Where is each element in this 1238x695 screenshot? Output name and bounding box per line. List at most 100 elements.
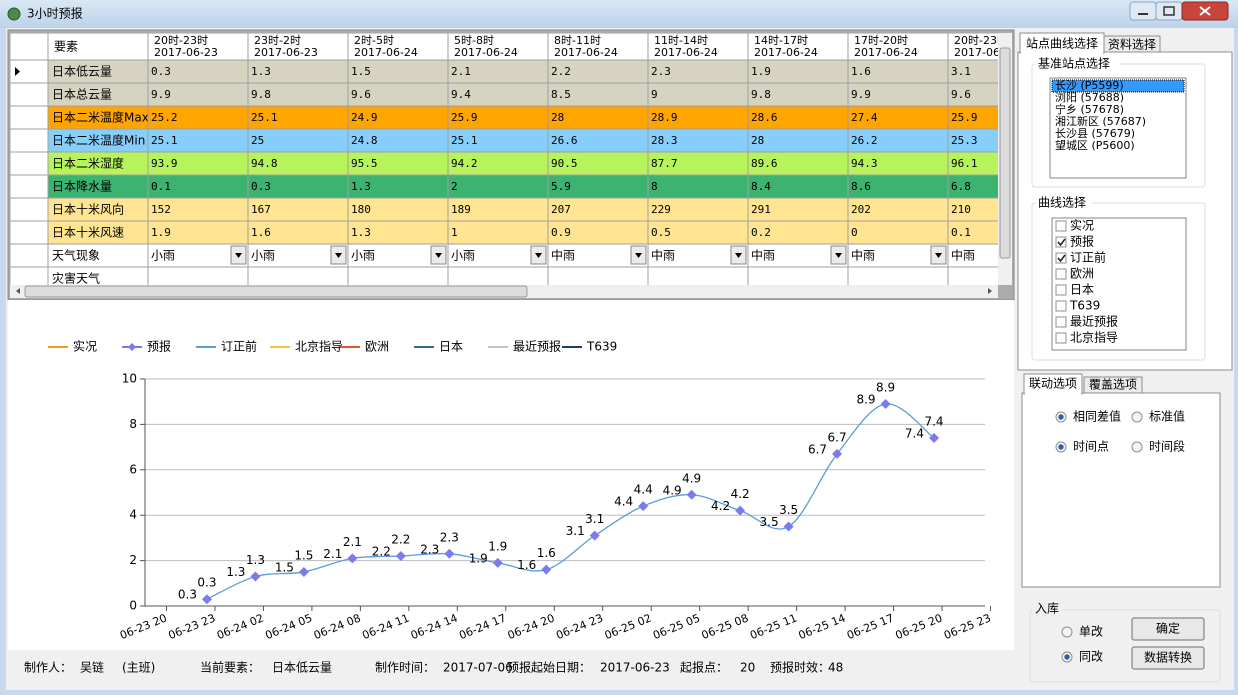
h-scroll-thumb[interactable] — [24, 285, 528, 298]
station-item[interactable]: 湘江新区 (57687) — [1055, 114, 1146, 128]
point-marker — [783, 521, 794, 532]
checkbox[interactable] — [1055, 284, 1067, 296]
data-label: 4.2 — [711, 499, 730, 513]
checkbox[interactable] — [1055, 316, 1067, 328]
tab[interactable] — [1103, 35, 1161, 53]
cell-value: 94.3 — [851, 157, 878, 170]
cell-value: 207 — [551, 203, 571, 216]
cell — [947, 220, 998, 245]
cell-value: 9.9 — [151, 88, 171, 101]
data-label: 2.3 — [420, 542, 439, 556]
group-title: 曲线选择 — [1038, 196, 1086, 210]
cell-value: 25.1 — [451, 134, 478, 147]
cell-value: 9 — [651, 88, 658, 101]
current-row-indicator — [15, 67, 20, 76]
checkbox[interactable] — [1055, 220, 1067, 232]
point-marker — [929, 433, 940, 444]
cell-value: 210 — [951, 203, 971, 216]
point-marker — [492, 557, 503, 568]
dropdown-value: 小雨 — [351, 249, 375, 263]
tab[interactable] — [1083, 376, 1143, 394]
y-tick-label: 2 — [129, 553, 137, 567]
cell-value: 6.8 — [951, 180, 971, 193]
v-scroll-thumb[interactable] — [999, 47, 1011, 259]
point-marker — [880, 398, 891, 409]
cell — [947, 197, 998, 222]
cell-value: 1 — [451, 226, 458, 239]
checkbox-label: 日本 — [1070, 283, 1094, 297]
cell — [847, 220, 949, 245]
cell-value: 1.3 — [251, 65, 271, 78]
station-item[interactable]: 长沙县 (57679) — [1055, 127, 1135, 140]
legend-label: 北京指导 — [295, 339, 343, 354]
radio-label: 同改 — [1079, 650, 1103, 664]
dropdown-value: 小雨 — [451, 249, 475, 263]
row-name: 日本总云量 — [52, 88, 112, 102]
column-header-date: 2017-06-23 — [154, 46, 218, 59]
cell-value: 25.2 — [151, 111, 178, 124]
cell-value: 8.4 — [751, 180, 771, 193]
checkbox[interactable] — [1055, 252, 1067, 264]
checkbox[interactable] — [1055, 300, 1067, 312]
y-tick-label: 4 — [129, 508, 137, 522]
radio[interactable] — [1131, 411, 1143, 423]
checkbox[interactable] — [1055, 236, 1067, 248]
dropdown-arrow — [435, 253, 442, 258]
radio[interactable] — [1131, 441, 1143, 453]
cell — [447, 220, 549, 245]
series-line — [206, 403, 935, 600]
legend-marker — [128, 343, 136, 351]
cell-value: 93.9 — [151, 157, 178, 170]
radio[interactable] — [1061, 626, 1073, 638]
button-label: 确定 — [1156, 621, 1180, 636]
cell-value: 24.9 — [351, 111, 378, 124]
checkbox[interactable] — [1055, 332, 1067, 344]
column-header-date: 2017-06-24 — [754, 46, 818, 59]
chart-area — [8, 300, 1014, 650]
status-text: 2017-06-23 — [600, 661, 670, 675]
column-header-date: 2017-06-24 — [454, 46, 518, 59]
status-text: 20 — [740, 661, 755, 675]
cell-value: 1.9 — [751, 65, 771, 78]
point-marker — [444, 548, 455, 559]
cell-value: 25.1 — [151, 134, 178, 147]
cell-value: 87.7 — [651, 157, 678, 170]
point-marker — [395, 551, 406, 562]
station-item[interactable]: 望城区 (P5600) — [1055, 139, 1135, 152]
radio-label: 时间点 — [1073, 440, 1109, 454]
dropdown-arrow — [835, 253, 842, 258]
data-label: 4.9 — [682, 471, 701, 485]
button[interactable] — [1131, 646, 1205, 670]
cell-value: 94.2 — [451, 157, 478, 170]
station-item[interactable]: 浏阳 (57688) — [1055, 90, 1124, 104]
cell-value: 189 — [451, 203, 471, 216]
button[interactable] — [1131, 617, 1205, 641]
minimize-button[interactable] — [1129, 1, 1157, 21]
group-title: 入库 — [1035, 601, 1059, 616]
cell-value: 3.1 — [951, 65, 971, 78]
cell-value: 180 — [351, 203, 371, 216]
data-label: 8.9 — [876, 380, 895, 394]
data-label: 1.3 — [226, 565, 245, 579]
tab-cover — [1025, 392, 1081, 395]
data-label: 3.5 — [779, 503, 798, 517]
dropdown-arrow — [335, 253, 342, 258]
row-header-cell — [10, 128, 49, 153]
row-header-cell — [10, 243, 49, 268]
cell-value: 291 — [751, 203, 771, 216]
tab-label: 覆盖选项 — [1089, 378, 1137, 392]
cell-value: 0.2 — [751, 226, 771, 239]
station-item[interactable]: 长沙 (P5599) — [1055, 79, 1124, 92]
y-tick-label: 6 — [129, 462, 137, 476]
checkbox[interactable] — [1055, 268, 1067, 280]
status-text: (主班) — [122, 661, 155, 675]
station-item[interactable]: 宁乡 (57678) — [1055, 102, 1124, 116]
cell-value: 0.3 — [151, 65, 171, 78]
status-text: 2017-07-06 — [443, 661, 513, 675]
maximize-button[interactable] — [1155, 1, 1183, 21]
column-header-date: 2017-06-24 — [554, 46, 618, 59]
dropdown-value: 小雨 — [151, 249, 175, 263]
point-marker — [735, 505, 746, 516]
row-name: 日本二米湿度 — [52, 156, 124, 171]
data-label: 4.4 — [634, 483, 653, 497]
